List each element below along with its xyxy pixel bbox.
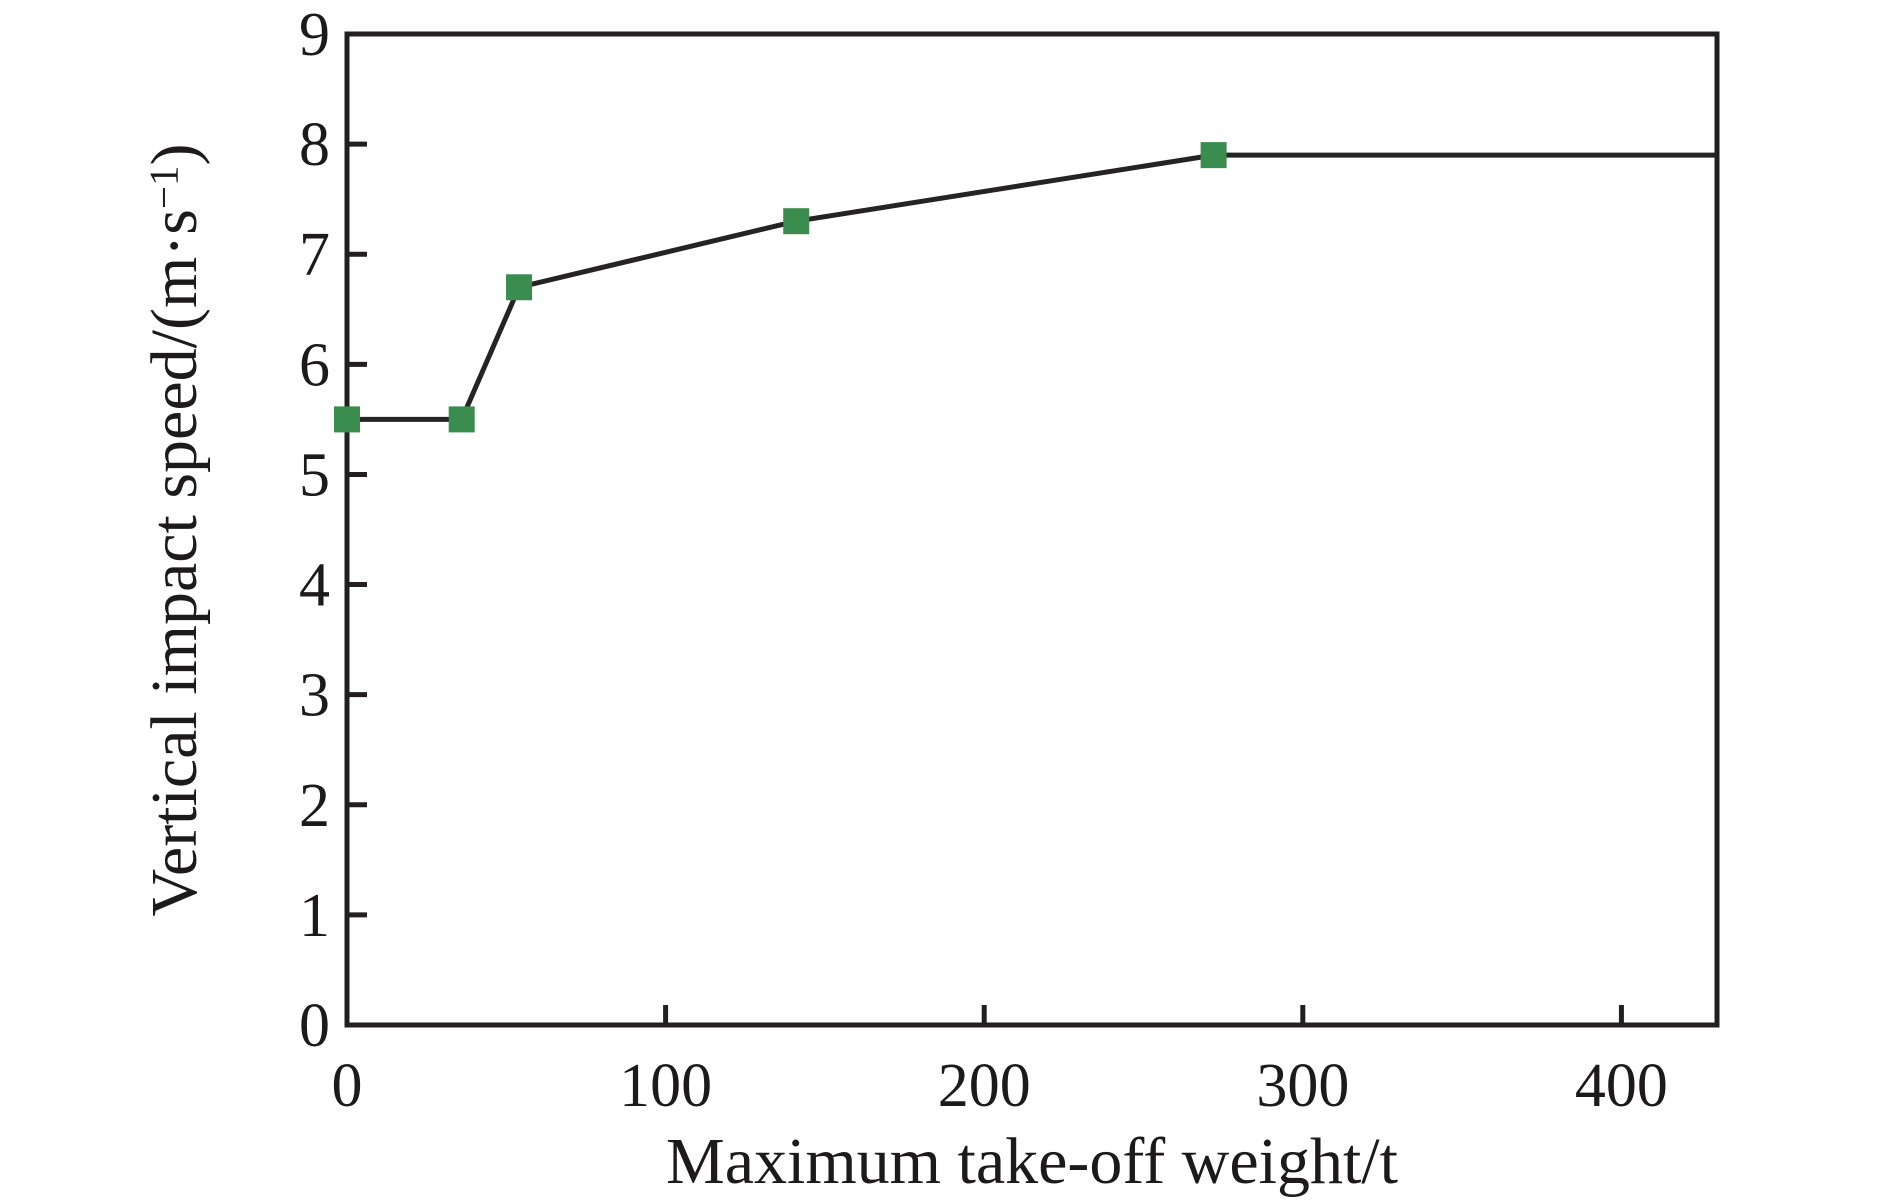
x-axis-label: Maximum take-off weight/t (666, 1125, 1398, 1198)
y-tick-label-6: 6 (299, 331, 330, 399)
y-tick-label-8: 8 (299, 111, 330, 179)
y-tick-label-0: 0 (299, 992, 330, 1060)
plot-border (344, 31, 1720, 1028)
x-tick-label-200: 200 (938, 1052, 1031, 1120)
x-tick-label-0: 0 (332, 1052, 363, 1120)
y-tick-label-4: 4 (299, 552, 330, 620)
y-tick-label-2: 2 (299, 772, 330, 840)
data-series (347, 152, 1717, 422)
y-tick-label-9: 9 (299, 1, 330, 69)
x-tick-label-100: 100 (619, 1052, 712, 1120)
tick-labels: 0 100 200 300 400 0 1 2 3 4 5 6 7 8 9 (299, 1, 1668, 1120)
y-tick-label-7: 7 (299, 221, 330, 289)
x-tick-label-400: 400 (1575, 1052, 1668, 1120)
data-markers (334, 142, 1227, 433)
data-point-1 (448, 406, 475, 433)
data-point-0 (334, 406, 360, 433)
y-tick-label-3: 3 (299, 662, 330, 730)
y-axis-label: Vertical impact speed/(m·s−1) (138, 144, 211, 917)
plot-frame (344, 31, 1720, 1028)
data-point-4 (1200, 142, 1227, 169)
axis-ticks (344, 31, 1624, 1028)
y-tick-label-5: 5 (299, 441, 330, 509)
x-tick-label-300: 300 (1256, 1052, 1349, 1120)
data-point-3 (783, 208, 810, 235)
series-line-vertical-impact-speed-vs-mtow (347, 152, 1717, 422)
data-point-2 (506, 274, 533, 301)
y-tick-label-1: 1 (299, 882, 330, 950)
